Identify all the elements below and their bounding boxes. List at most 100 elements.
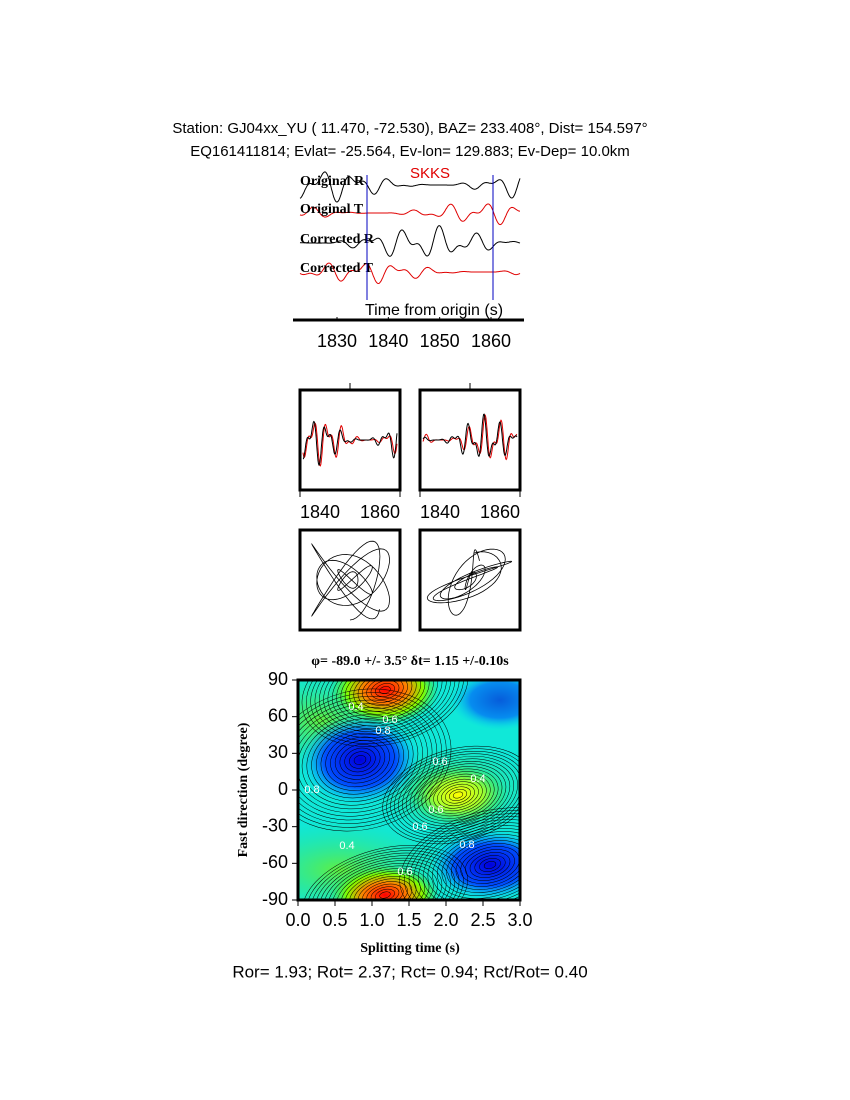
contour [483, 861, 497, 869]
contour-label: 0.6 [382, 714, 397, 726]
waveform [299, 262, 521, 285]
contour [418, 819, 520, 900]
contour [344, 747, 376, 773]
trace-label: Original R [300, 174, 365, 189]
contour [353, 755, 367, 765]
contour-label: 0.4 [470, 773, 485, 785]
contour [432, 828, 520, 900]
contour [357, 878, 413, 900]
contour [314, 680, 456, 738]
windows: 1840 1860 1840 1860 [298, 383, 522, 632]
contour [452, 791, 464, 799]
x-tick-label: 1.5 [396, 910, 421, 930]
contour-label: 0.8 [304, 784, 319, 796]
region [450, 680, 520, 730]
contour [421, 771, 495, 819]
contour [319, 855, 451, 900]
contour [323, 857, 447, 900]
y-tick-label: -30 [262, 815, 288, 835]
contour [413, 766, 503, 824]
x-tick-label: 0.0 [285, 910, 310, 930]
x-tick-label: 1860 [480, 502, 520, 522]
contour [386, 748, 520, 842]
contour [382, 745, 520, 845]
contour [334, 740, 386, 780]
x-tick-label: 1.0 [359, 910, 384, 930]
contour [437, 781, 479, 809]
footer: Ror= 1.93; Rot= 2.37; Rct= 0.94; Rct/Rot… [232, 962, 587, 981]
x-tick-label: 3.0 [507, 910, 532, 930]
contour [441, 783, 475, 807]
contour [301, 714, 419, 806]
y-axis-label: Fast direction (degree) [236, 722, 251, 857]
contour [298, 692, 447, 828]
contour [417, 768, 499, 822]
contour [366, 680, 404, 703]
x-axis-label: Time from origin (s) [365, 302, 503, 319]
contour-label: 0.8 [459, 839, 474, 851]
contour [357, 680, 413, 709]
contour [446, 837, 520, 893]
contour-label: 0.6 [428, 804, 443, 816]
contour [330, 736, 390, 784]
contour [408, 813, 520, 900]
contour [425, 773, 491, 817]
station-line: Station: GJ04xx_YU ( 11.470, -72.530), B… [172, 120, 647, 137]
contour [298, 696, 442, 824]
particle-motion [311, 540, 390, 621]
contour [390, 750, 520, 840]
contour [429, 776, 487, 814]
contour [331, 680, 439, 727]
contour [379, 686, 391, 694]
contour [422, 822, 520, 900]
contour [327, 860, 443, 900]
y-tick-label: 90 [268, 669, 288, 689]
region [330, 865, 440, 900]
trace-label: Corrected T [300, 261, 374, 276]
waveform [302, 420, 398, 467]
contour [479, 858, 501, 872]
contour [474, 855, 506, 875]
event-line: EQ161411814; Evlat= -25.564, Ev-lon= 129… [190, 143, 630, 160]
waveform [299, 171, 521, 203]
contour [327, 680, 443, 730]
contour [445, 786, 471, 804]
region [330, 680, 440, 725]
contour [433, 778, 483, 812]
contour [325, 732, 395, 788]
contour-label: 0.4 [348, 701, 363, 713]
y-tick-label: 30 [268, 742, 288, 762]
contour [298, 688, 452, 832]
contour [298, 703, 433, 817]
waveform-frame [298, 388, 402, 492]
contour [448, 789, 468, 801]
traces: Original R Original T Corrected R Corrected… [299, 171, 521, 351]
waveform [422, 413, 518, 461]
contour [298, 699, 438, 821]
contour [306, 847, 464, 900]
contour-label: 0.6 [397, 866, 412, 878]
contour [362, 680, 408, 706]
contour [375, 888, 395, 900]
contour [427, 825, 520, 900]
contour [349, 873, 421, 900]
contour [301, 680, 469, 747]
x-tick-label: 1840 [420, 502, 460, 522]
y-tick-label: -60 [262, 852, 288, 872]
contour [465, 849, 515, 881]
contour [319, 680, 451, 736]
contour [375, 683, 395, 697]
x-tick-label: 1860 [471, 331, 511, 351]
contour [306, 718, 414, 802]
x-tick-label: 1840 [368, 331, 408, 351]
contour [349, 751, 371, 769]
contour [340, 868, 430, 900]
contour [311, 721, 409, 799]
contour [323, 680, 447, 733]
contour [310, 680, 460, 741]
waveform [299, 203, 520, 226]
contour [404, 810, 520, 900]
waveform [422, 413, 518, 458]
contour [379, 891, 391, 899]
